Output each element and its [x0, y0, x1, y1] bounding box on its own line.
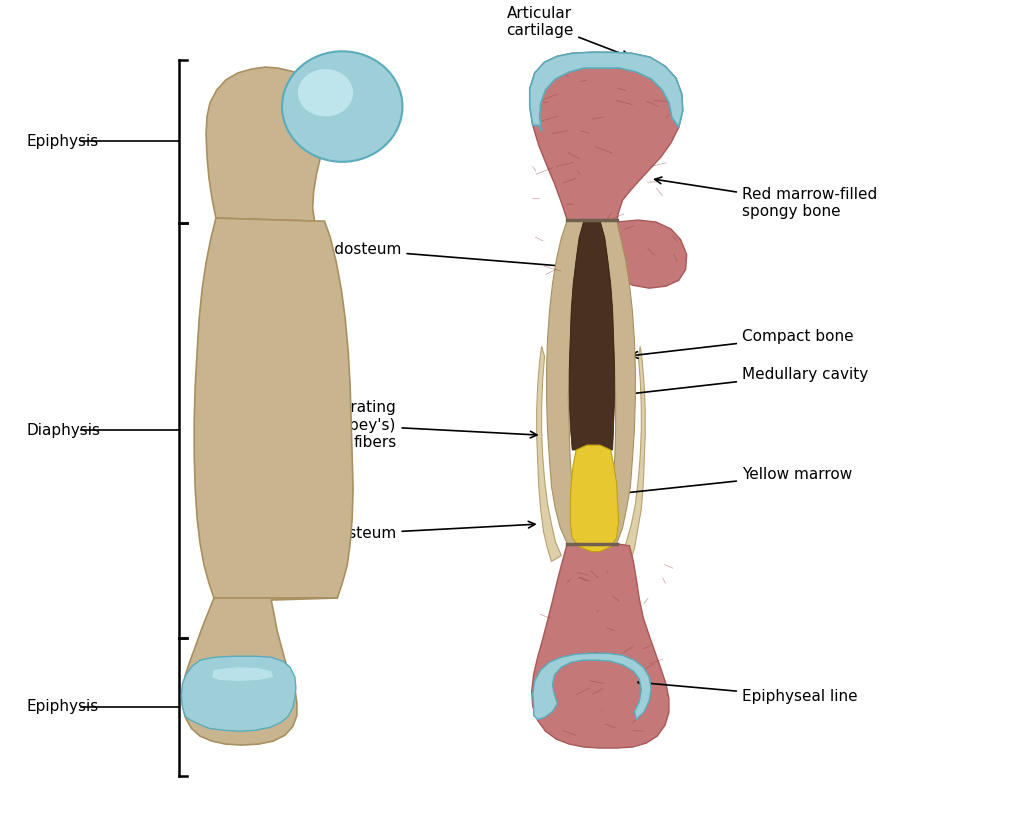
- Text: Medullary cavity: Medullary cavity: [618, 366, 868, 398]
- Polygon shape: [182, 598, 337, 745]
- Text: Perforating
(Sharpey's)
fibers: Perforating (Sharpey's) fibers: [309, 400, 537, 450]
- Text: Epiphyseal line: Epiphyseal line: [638, 680, 857, 705]
- Ellipse shape: [282, 51, 402, 162]
- Polygon shape: [569, 220, 614, 450]
- Text: Endosteum: Endosteum: [315, 242, 574, 270]
- Polygon shape: [531, 544, 669, 748]
- Polygon shape: [195, 218, 353, 598]
- Polygon shape: [206, 67, 329, 221]
- Text: Epiphysis: Epiphysis: [27, 134, 98, 149]
- Text: Periosteum: Periosteum: [310, 521, 535, 542]
- Polygon shape: [537, 347, 561, 562]
- Polygon shape: [529, 52, 683, 131]
- Polygon shape: [600, 220, 635, 544]
- Polygon shape: [547, 220, 584, 544]
- Polygon shape: [529, 52, 687, 288]
- Ellipse shape: [298, 69, 353, 117]
- Text: Diaphysis: Diaphysis: [27, 423, 100, 437]
- Text: Compact bone: Compact bone: [631, 329, 854, 358]
- Polygon shape: [181, 657, 296, 731]
- Text: Epiphysis: Epiphysis: [27, 699, 98, 714]
- Polygon shape: [212, 667, 273, 681]
- Text: Articular
cartilage: Articular cartilage: [506, 6, 629, 57]
- Polygon shape: [570, 445, 618, 552]
- Polygon shape: [621, 347, 645, 562]
- Text: Red marrow-filled
spongy bone: Red marrow-filled spongy bone: [654, 177, 878, 219]
- Text: Yellow marrow: Yellow marrow: [615, 467, 852, 496]
- Polygon shape: [532, 653, 651, 719]
